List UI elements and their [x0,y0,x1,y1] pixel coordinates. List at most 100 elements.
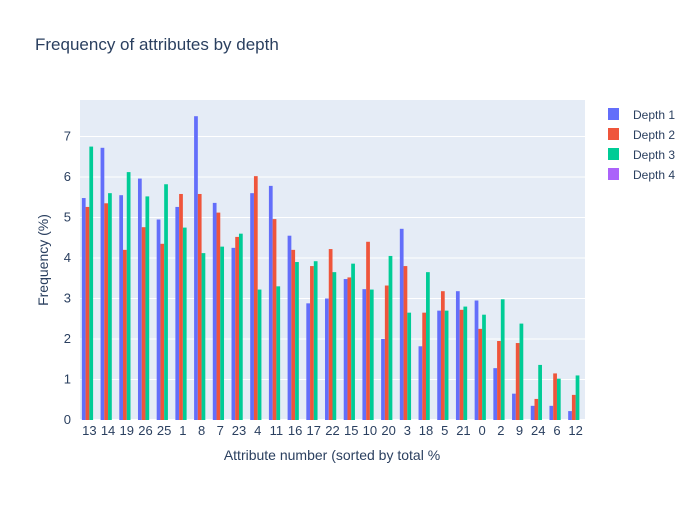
bar-depth-1[interactable] [250,193,254,420]
bar-depth-3[interactable] [351,263,355,420]
bar-depth-2[interactable] [160,243,165,420]
bar-depth-1[interactable] [100,147,105,420]
bar-depth-2[interactable] [384,285,389,420]
bar-depth-1[interactable] [137,178,142,420]
legend-label[interactable]: Depth 2 [633,128,675,142]
bar-depth-2[interactable] [422,312,427,420]
x-tick-label: 1 [179,423,186,438]
x-tick-label: 4 [254,423,261,438]
bar-depth-2[interactable] [366,241,370,420]
bar-depth-3[interactable] [444,310,449,420]
legend-swatch[interactable] [608,168,619,180]
legend-swatch[interactable] [608,148,619,160]
bar-depth-3[interactable] [369,289,374,420]
bar-depth-1[interactable] [194,116,198,421]
legend-label[interactable]: Depth 3 [633,148,675,162]
bar-depth-2[interactable] [440,291,445,420]
bar-depth-2[interactable] [85,206,90,420]
bar-depth-3[interactable] [426,272,430,420]
bar-depth-1[interactable] [119,195,124,420]
bar-depth-1[interactable] [512,393,516,420]
bar-depth-1[interactable] [530,405,535,420]
bar-depth-3[interactable] [519,323,524,420]
legend-label[interactable]: Depth 1 [633,108,675,122]
bar-depth-2[interactable] [253,176,258,420]
bar-depth-2[interactable] [235,236,239,420]
bar-depth-3[interactable] [145,196,150,420]
bar-depth-2[interactable] [310,266,314,420]
bar-depth-2[interactable] [197,193,202,420]
bar-depth-1[interactable] [81,198,86,420]
bar-depth-3[interactable] [332,272,337,420]
y-tick-label: 2 [64,331,71,346]
legend-swatch[interactable] [608,128,619,140]
bar-depth-3[interactable] [482,314,486,420]
bar-depth-3[interactable] [575,375,580,420]
bar-depth-3[interactable] [538,364,542,420]
bar-depth-1[interactable] [156,219,161,420]
x-tick-label: 12 [568,423,582,438]
bar-depth-2[interactable] [216,212,221,420]
bar-depth-2[interactable] [459,309,464,420]
bar-depth-2[interactable] [515,343,520,420]
bars [81,116,580,421]
bar-depth-1[interactable] [437,310,441,420]
bar-depth-3[interactable] [257,289,262,420]
bar-depth-1[interactable] [381,338,385,420]
bar-depth-1[interactable] [287,235,292,420]
legend-label[interactable]: Depth 4 [633,168,675,182]
bar-depth-1[interactable] [343,279,348,420]
bar-depth-2[interactable] [497,341,501,420]
bar-depth-1[interactable] [268,185,273,420]
bar-depth-3[interactable] [295,262,299,420]
bar-depth-2[interactable] [571,394,576,420]
x-tick-label: 21 [456,423,470,438]
bar-depth-3[interactable] [220,246,225,420]
x-tick-label: 0 [479,423,486,438]
bar-depth-2[interactable] [553,373,557,420]
bar-depth-3[interactable] [126,172,131,420]
bar-depth-3[interactable] [201,253,206,420]
bar-depth-2[interactable] [179,193,183,420]
bar-depth-3[interactable] [407,312,412,420]
bar-depth-2[interactable] [478,328,483,420]
bar-depth-1[interactable] [231,247,236,420]
bar-depth-2[interactable] [534,398,539,420]
bar-depth-1[interactable] [474,300,479,420]
x-tick-label: 6 [553,423,560,438]
bar-depth-2[interactable] [328,249,333,420]
bar-depth-1[interactable] [455,291,460,420]
bar-depth-2[interactable] [291,249,296,420]
x-tick-label: 3 [404,423,411,438]
bar-depth-3[interactable] [108,193,112,420]
bar-depth-1[interactable] [568,411,572,420]
bar-depth-1[interactable] [212,202,217,420]
y-tick-label: 4 [64,250,71,265]
x-tick-label: 9 [516,423,523,438]
bar-depth-2[interactable] [272,219,277,420]
bar-depth-3[interactable] [182,227,187,420]
bar-depth-1[interactable] [175,206,180,420]
bar-depth-2[interactable] [403,266,408,420]
bar-depth-1[interactable] [362,289,367,420]
bar-depth-3[interactable] [556,378,561,420]
bar-depth-2[interactable] [104,203,109,420]
bar-depth-1[interactable] [418,346,423,420]
bar-depth-2[interactable] [347,277,352,420]
bar-depth-3[interactable] [388,255,393,420]
bar-depth-3[interactable] [463,306,468,420]
bar-depth-3[interactable] [238,233,243,420]
bar-depth-2[interactable] [123,249,127,420]
bar-depth-3[interactable] [500,299,505,420]
bar-depth-1[interactable] [325,298,329,420]
bar-depth-3[interactable] [89,146,94,420]
bar-depth-3[interactable] [164,184,168,420]
bar-depth-1[interactable] [549,405,554,420]
bar-depth-3[interactable] [276,286,281,420]
bar-depth-2[interactable] [141,227,146,420]
legend-swatch[interactable] [608,108,619,120]
bar-depth-1[interactable] [306,303,311,420]
bar-depth-1[interactable] [399,228,404,420]
bar-depth-3[interactable] [313,261,318,420]
bar-depth-1[interactable] [493,368,498,420]
